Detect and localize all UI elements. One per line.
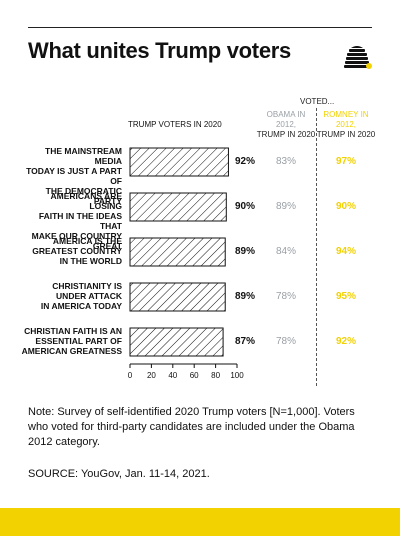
chart-title: What unites Trump voters xyxy=(28,38,291,63)
romney-header-line1: ROMNEY IN 2012, xyxy=(323,110,369,129)
obama-header-line1: OBAMA IN 2012, xyxy=(266,110,306,129)
obama-column-header: OBAMA IN 2012, TRUMP IN 2020 xyxy=(256,110,316,140)
bar-trump-3 xyxy=(129,237,226,267)
data-label-trump: 90% xyxy=(235,201,256,212)
data-label-obama: 84% xyxy=(276,246,297,257)
x-tick-label: 0 xyxy=(128,371,133,380)
category-label-line: THE MAINSTREAM MEDIA xyxy=(45,146,122,166)
x-tick-label: 100 xyxy=(230,371,244,380)
category-label: THE MAINSTREAM MEDIA TODAY IS JUST A PART… xyxy=(20,146,122,206)
data-label-trump: 89% xyxy=(235,291,256,302)
footnote: Note: Survey of self-identified 2020 Tru… xyxy=(28,406,355,448)
data-label-obama: 78% xyxy=(276,291,297,302)
data-label-obama: 78% xyxy=(276,336,297,347)
beehive-icon xyxy=(344,46,372,69)
data-label-obama: 83% xyxy=(276,156,297,167)
romney-column-header: ROMNEY IN 2012, TRUMP IN 2020 xyxy=(316,110,376,140)
category-label-line: AMERICA IS THE xyxy=(52,236,122,246)
x-tick-label: 60 xyxy=(190,371,199,380)
column-divider xyxy=(316,108,317,386)
category-label-line: IN THE WORLD xyxy=(59,256,122,266)
category-label-line: ESSENTIAL PART OF xyxy=(35,336,122,346)
category-label: AMERICA IS THE GREATEST COUNTRY IN THE WOR… xyxy=(20,236,122,266)
x-tick-label: 40 xyxy=(168,371,177,380)
category-label-line: FAITH IN THE IDEAS THAT xyxy=(38,211,122,231)
voted-header: VOTED... xyxy=(300,97,335,106)
bar-trump-5 xyxy=(129,327,224,357)
data-label-trump: 87% xyxy=(235,336,256,347)
category-label-line: GREATEST COUNTRY xyxy=(32,246,122,256)
bar-trump-4 xyxy=(129,282,226,312)
x-tick-label: 80 xyxy=(211,371,220,380)
data-label-trump: 89% xyxy=(235,246,256,257)
source-note: SOURCE: YouGov, Jan. 11-14, 2021. xyxy=(28,468,210,480)
category-label: CHRISTIANITY IS UNDER ATTACK IN AMERICA TO… xyxy=(20,281,122,311)
data-label-romney: 97% xyxy=(336,156,357,167)
data-label-romney: 94% xyxy=(336,246,357,257)
category-label-line: CHRISTIANITY IS xyxy=(52,281,122,291)
data-label-romney: 90% xyxy=(336,201,357,212)
data-label-romney: 92% xyxy=(336,336,357,347)
data-label-trump: 92% xyxy=(235,156,256,167)
romney-header-line2: TRUMP IN 2020 xyxy=(316,130,376,139)
category-label-line: AMERICANS ARE LOSING xyxy=(50,191,122,211)
category-label-line: MAKE OUR COUNTRY GREAT xyxy=(31,231,122,251)
bar-chart: 0 20 40 60 80 100 xyxy=(128,147,244,380)
category-label-line: TODAY IS JUST A PART OF xyxy=(26,166,122,186)
category-label-line: THE DEMOCRATIC PARTY xyxy=(45,186,122,206)
category-label-line: CHRISTIAN FAITH IS AN xyxy=(24,326,122,336)
category-label-line: AMERICAN GREATNESS xyxy=(21,346,122,356)
category-label-line: IN AMERICA TODAY xyxy=(40,301,122,311)
data-label-obama: 89% xyxy=(276,201,297,212)
data-label-romney: 95% xyxy=(336,291,357,302)
category-label: CHRISTIAN FAITH IS AN ESSENTIAL PART OF AM… xyxy=(20,326,122,356)
bar-trump-2 xyxy=(129,192,227,222)
category-label: AMERICANS ARE LOSING FAITH IN THE IDEAS T… xyxy=(20,191,122,251)
top-rule xyxy=(28,27,372,28)
category-label-line: UNDER ATTACK xyxy=(56,291,122,301)
x-tick-label: 20 xyxy=(147,371,156,380)
footer-bar xyxy=(0,508,400,536)
obama-header-line2: TRUMP IN 2020 xyxy=(256,130,316,139)
bar-trump-1 xyxy=(129,147,229,177)
trump-column-header: TRUMP VOTERS IN 2020 xyxy=(128,120,222,129)
